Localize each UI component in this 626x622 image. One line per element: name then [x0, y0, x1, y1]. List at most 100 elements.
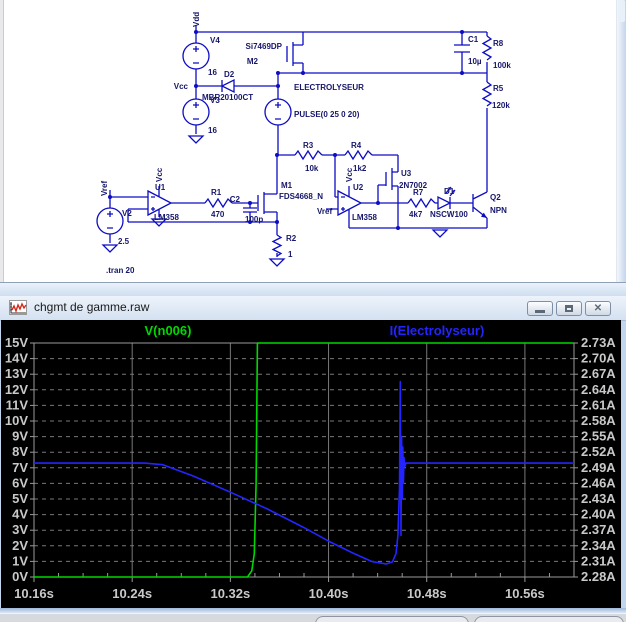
source-electrolyseur[interactable] [264, 98, 292, 126]
diode-D2[interactable] [220, 78, 235, 94]
value-V4[interactable]: 16 [208, 68, 217, 77]
value-R4[interactable]: 1k2 [353, 164, 367, 173]
label-R5[interactable]: R5 [493, 84, 504, 93]
value-R3[interactable]: 10k [305, 164, 319, 173]
y-left-tick-label: 7V [12, 460, 28, 475]
background-button-top-1 [315, 616, 469, 622]
label-R8[interactable]: R8 [493, 39, 504, 48]
close-icon: ✕ [593, 303, 603, 314]
opamp-U1[interactable] [147, 189, 173, 217]
value-U3[interactable]: 2N7002 [399, 181, 428, 190]
led-D1[interactable] [437, 186, 456, 211]
x-tick-label: 10.24s [112, 586, 152, 601]
waveform-plot[interactable]: V(n006) I(Electrolyseur) 0V 1V 2V 3V 4V 5V 6V 7… [1, 320, 621, 608]
spice-directive[interactable]: .tran 20 [106, 266, 135, 275]
label-V2[interactable]: V2 [122, 209, 132, 218]
nmos-U3[interactable] [385, 168, 393, 190]
y-right-tick-label: 2.73A [581, 335, 616, 350]
label-M2[interactable]: M2 [247, 57, 259, 66]
legend-v-n006[interactable]: V(n006) [144, 323, 192, 338]
net-label-vcc-u2[interactable]: Vcc [345, 167, 354, 182]
value-D1[interactable]: NSCW100 [430, 210, 468, 219]
schematic-canvas[interactable]: Vdd Vcc Vref Vcc Vcc Vref V4 16 V3 16 D2… [0, 0, 617, 282]
plot-box [33, 342, 575, 578]
nmos-M1[interactable] [257, 192, 265, 214]
net-label-vref[interactable]: Vref [100, 181, 109, 196]
label-D1[interactable]: D1 [444, 187, 455, 196]
label-R3[interactable]: R3 [303, 141, 314, 150]
value-C1[interactable]: 10µ [468, 57, 482, 66]
label-electrolyseur[interactable]: ELECTROLYSEUR [294, 83, 364, 92]
label-C1[interactable]: C1 [468, 35, 479, 44]
value-R5[interactable]: 120k [492, 101, 510, 110]
waveform-file-icon [9, 300, 27, 315]
restore-button[interactable] [556, 301, 582, 316]
net-label-vcc-u1[interactable]: Vcc [155, 167, 164, 182]
value-C2[interactable]: 100p [245, 215, 263, 224]
label-Q2[interactable]: Q2 [490, 193, 501, 202]
value-R8[interactable]: 100k [493, 61, 511, 70]
schematic-pane[interactable]: Vdd Vcc Vref Vcc Vcc Vref V4 16 V3 16 D2… [0, 0, 626, 282]
label-U3[interactable]: U3 [401, 169, 412, 178]
label-R4[interactable]: R4 [351, 141, 362, 150]
y-left-tick-label: 8V [12, 444, 28, 459]
close-button[interactable]: ✕ [585, 301, 611, 316]
capacitor-C1[interactable] [454, 44, 470, 53]
net-label-vdd[interactable]: Vdd [192, 12, 201, 27]
y-left-tick-label: 0V [12, 569, 28, 584]
waveform-titlebar[interactable]: chgmt de gamme.raw ✕ [0, 296, 626, 321]
background-toolbar-strip [0, 613, 626, 622]
source-V4[interactable] [182, 42, 210, 70]
value-D2[interactable]: MBR20100CT [202, 93, 253, 102]
value-M2[interactable]: Si7469DP [246, 42, 283, 51]
label-C2[interactable]: C2 [230, 195, 241, 204]
value-U1[interactable]: LM358 [154, 213, 179, 222]
label-V4[interactable]: V4 [210, 36, 220, 45]
value-U2[interactable]: LM358 [352, 213, 377, 222]
source-V2[interactable] [96, 207, 124, 235]
schematic-scrollbar[interactable] [616, 0, 626, 282]
source-V3[interactable] [182, 98, 210, 126]
grid [34, 343, 574, 577]
x-labels: 10.16s 10.24s 10.32s 10.40s 10.48s 10.56s [14, 586, 545, 601]
label-M1[interactable]: M1 [281, 181, 293, 190]
resistor-R1 [204, 197, 233, 209]
pmos-M2[interactable] [286, 42, 294, 66]
npn-Q2[interactable] [472, 191, 488, 219]
y-left-tick-label: 2V [12, 538, 28, 553]
value-V2[interactable]: 2.5 [118, 237, 130, 246]
net-label-vref-u2[interactable]: Vref [317, 207, 332, 216]
scrollbar-thumb[interactable] [618, 0, 625, 22]
label-R7[interactable]: R7 [413, 188, 424, 197]
resistor-R5 [481, 81, 493, 107]
minimize-button[interactable] [527, 301, 553, 316]
y-right-tick-label: 2.55A [581, 429, 616, 444]
label-U2[interactable]: U2 [353, 183, 364, 192]
ground-symbols [101, 135, 449, 267]
value-R1[interactable]: 470 [211, 210, 225, 219]
x-tick-label: 10.48s [407, 586, 447, 601]
resistor-R8 [481, 35, 493, 61]
net-label-vcc[interactable]: Vcc [174, 82, 189, 91]
junction-dots [108, 30, 464, 230]
label-V3[interactable]: V3 [210, 96, 220, 105]
value-R7[interactable]: 4k7 [409, 210, 423, 219]
label-R1[interactable]: R1 [211, 188, 222, 197]
value-V3[interactable]: 16 [208, 126, 217, 135]
y-right-labels: 2.28A2.31A2.34A2.37A2.40A2.43A2.46A2.49A… [581, 335, 616, 584]
label-U1[interactable]: U1 [155, 183, 166, 192]
legend-i-electrolyseur[interactable]: I(Electrolyseur) [389, 323, 485, 338]
opamp-U2[interactable] [337, 189, 363, 217]
y-left-tick-label: 1V [12, 553, 28, 568]
label-R2[interactable]: R2 [286, 234, 297, 243]
value-electrolyseur[interactable]: PULSE(0 25 0 20) [294, 110, 360, 119]
label-D2[interactable]: D2 [224, 70, 235, 79]
value-Q2[interactable]: NPN [490, 206, 507, 215]
value-M1[interactable]: FDS4668_N [279, 192, 323, 201]
capacitor-C2[interactable] [243, 207, 257, 213]
value-R2[interactable]: 1 [288, 250, 293, 259]
resistor-R4 [344, 149, 373, 161]
window-frame-top [0, 282, 626, 297]
